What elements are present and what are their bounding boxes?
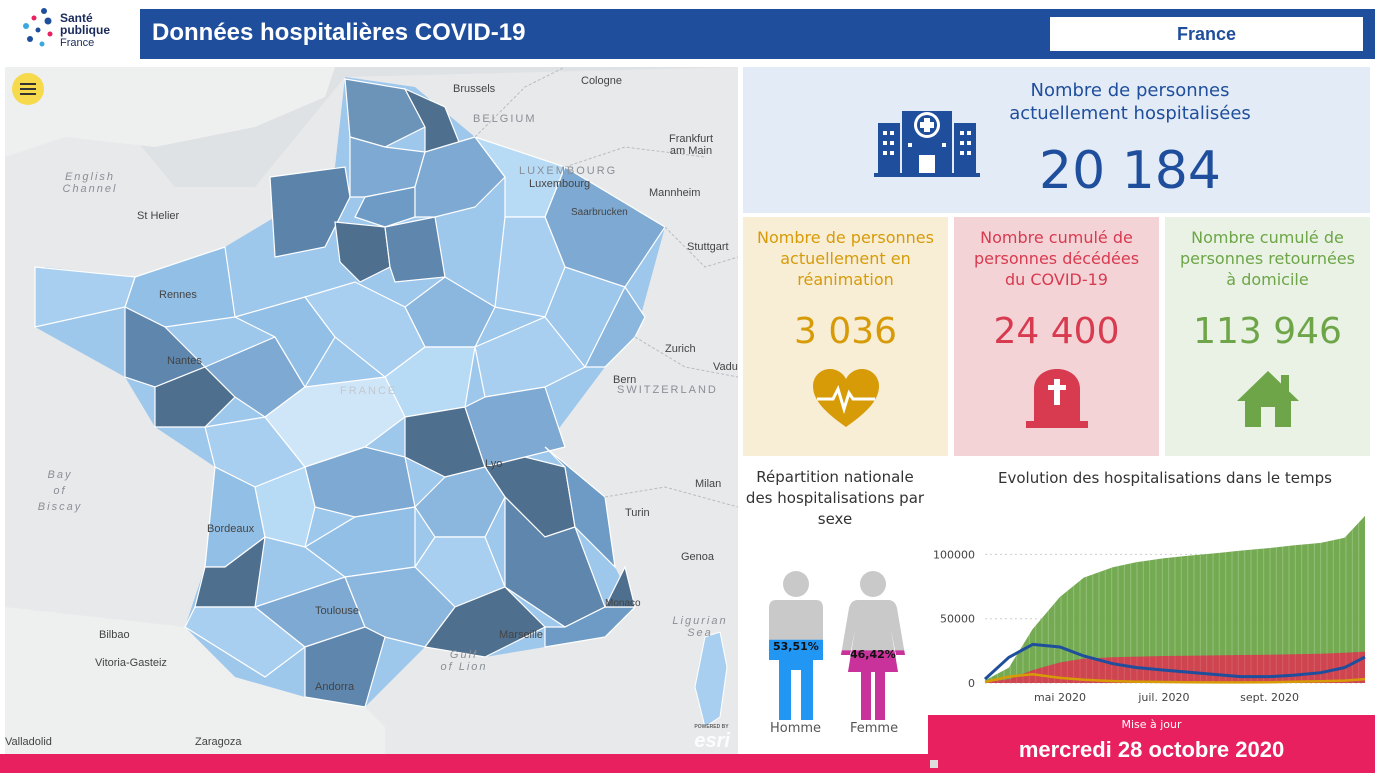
place-label: Brussels bbox=[453, 83, 496, 95]
esri-powered-by: POWERED BY bbox=[694, 724, 729, 730]
esri-logo: POWERED BY esri bbox=[694, 724, 730, 753]
heart-pulse-icon bbox=[813, 369, 879, 427]
region-selector[interactable]: France bbox=[1050, 17, 1363, 51]
place-label: Andorra bbox=[315, 681, 355, 693]
place-label: Vitoria-Gasteiz bbox=[95, 657, 167, 669]
kpi-deces-value: 24 400 bbox=[993, 311, 1120, 352]
kpi-hospitalises-value: 20 184 bbox=[1039, 141, 1221, 201]
man-icon bbox=[769, 571, 823, 720]
x-tick-label: mai 2020 bbox=[1034, 691, 1086, 704]
kpi-hospitalises-label: Nombre de personnes actuellement hospita… bbox=[1009, 80, 1251, 124]
chart-title: Evolution des hospitalisations dans le t… bbox=[998, 469, 1332, 487]
series-area[interactable] bbox=[985, 515, 1365, 683]
femme-percent: 46,42% bbox=[850, 648, 896, 661]
place-label: Milan bbox=[695, 478, 722, 490]
title-bar: Données hospitalières COVID-19 France bbox=[140, 9, 1375, 59]
kpi-retours-label: Nombre cumulé de personnes retournées à … bbox=[1180, 228, 1355, 289]
logo-sante-publique-france: Santé publique France bbox=[20, 4, 138, 60]
x-tick-label: sept. 2020 bbox=[1240, 691, 1299, 704]
page-title: Données hospitalières COVID-19 bbox=[152, 19, 526, 46]
place-label: Frankfurt am Main bbox=[668, 133, 713, 157]
sex-distribution: 53,51% 46,42% Homme Femme bbox=[743, 560, 923, 740]
place-label: BELGIUM bbox=[473, 113, 537, 125]
woman-icon bbox=[841, 571, 905, 720]
place-label: Monaco bbox=[605, 598, 641, 609]
place-label: Bordeaux bbox=[207, 523, 255, 535]
logo-line-3: France bbox=[60, 37, 95, 49]
homme-percent: 53,51% bbox=[773, 640, 819, 653]
place-label: Mannheim bbox=[649, 187, 701, 199]
place-label: Genoa bbox=[681, 551, 715, 563]
resize-handle[interactable] bbox=[930, 760, 938, 768]
place-label: English Channel bbox=[62, 171, 118, 195]
y-tick-label: 0 bbox=[968, 677, 975, 690]
femme-label: Femme bbox=[850, 721, 899, 736]
kpi-reanimation-label: Nombre de personnes actuellement en réan… bbox=[757, 228, 934, 289]
place-label: Saarbrucken bbox=[571, 207, 628, 218]
place-label: Gulf of Lion bbox=[440, 649, 488, 673]
place-label: Lyo bbox=[485, 458, 503, 470]
logo-line-1: Santé bbox=[60, 11, 93, 25]
y-tick-label: 50000 bbox=[940, 613, 975, 626]
place-label: SWITZERLAND bbox=[617, 384, 718, 396]
sex-distribution-title: Répartition nationale des hospitalisatio… bbox=[745, 468, 925, 528]
place-label: Marseille bbox=[499, 629, 544, 641]
tombstone-icon bbox=[1026, 369, 1088, 428]
sex-pictograms bbox=[769, 571, 905, 720]
logo-dots-icon bbox=[23, 8, 53, 47]
update-date: mercredi 28 octobre 2020 bbox=[1018, 737, 1285, 762]
map-canvas[interactable] bbox=[5, 67, 738, 755]
series-line[interactable] bbox=[984, 673, 1366, 684]
place-label: Turin bbox=[625, 507, 650, 519]
place-label: LUXEMBOURG bbox=[519, 165, 618, 177]
x-tick-label: juil. 2020 bbox=[1137, 691, 1189, 704]
update-banner: Mise à jour mercredi 28 octobre 2020 bbox=[928, 715, 1375, 773]
map-menu-button[interactable] bbox=[12, 73, 44, 105]
hospitalisation-chart[interactable]: 0 50000 100000 mai 2020 juil. 2020 sept. 202… bbox=[925, 495, 1373, 715]
place-label: Valladolid bbox=[5, 736, 52, 748]
place-label: Nantes bbox=[167, 355, 202, 367]
place-label: Rennes bbox=[159, 289, 197, 301]
place-label: Bern bbox=[613, 374, 637, 386]
place-label: Vadu bbox=[713, 361, 738, 373]
kpi-retours: Nombre cumulé de personnes retournées à … bbox=[1165, 217, 1370, 456]
place-label: Zaragoza bbox=[195, 736, 242, 748]
hamburger-icon bbox=[20, 83, 36, 85]
house-icon bbox=[1237, 371, 1299, 427]
place-label: Bay of Biscay bbox=[37, 469, 83, 513]
kpi-hospitalises: Nombre de personnes actuellement hospita… bbox=[743, 67, 1370, 213]
place-label: Bilbao bbox=[99, 629, 130, 641]
kpi-reanimation: Nombre de personnes actuellement en réan… bbox=[743, 217, 948, 456]
place-label: St Helier bbox=[137, 210, 180, 222]
logo-line-2: publique bbox=[60, 23, 110, 37]
update-label: Mise à jour bbox=[1121, 718, 1182, 731]
place-label: Stuttgart bbox=[687, 241, 729, 253]
place-label: Zurich bbox=[665, 343, 696, 355]
homme-label: Homme bbox=[770, 721, 822, 736]
kpi-retours-value: 113 946 bbox=[1193, 311, 1342, 352]
kpi-reanimation-value: 3 036 bbox=[793, 311, 898, 352]
kpi-deces-label: Nombre cumulé de personnes décédées du C… bbox=[973, 228, 1140, 289]
place-label: Cologne bbox=[581, 75, 622, 87]
series-line[interactable] bbox=[983, 642, 1366, 681]
kpi-deces: Nombre cumulé de personnes décédées du C… bbox=[954, 217, 1159, 456]
y-tick-label: 100000 bbox=[933, 548, 975, 561]
department-map[interactable]: Brussels Cologne BELGIUM Frankfurt am Ma… bbox=[5, 67, 738, 755]
place-label: Toulouse bbox=[315, 605, 360, 617]
place-label: FRANCE bbox=[340, 385, 398, 397]
place-label: Ligurian Sea bbox=[672, 615, 728, 639]
place-label: Luxembourg bbox=[529, 178, 591, 190]
esri-wordmark: esri bbox=[694, 730, 730, 752]
hospital-icon bbox=[874, 111, 980, 177]
